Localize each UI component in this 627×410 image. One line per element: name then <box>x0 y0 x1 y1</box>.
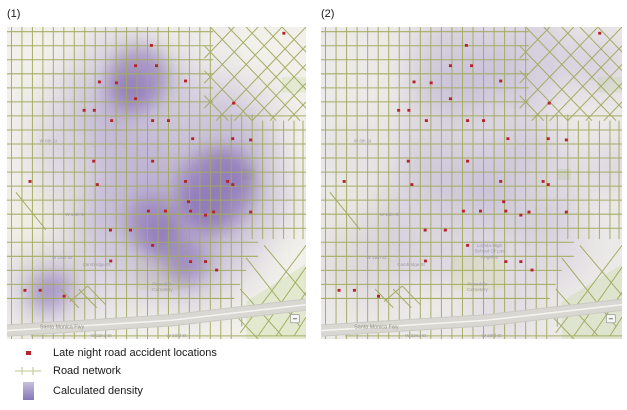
freeway <box>321 298 622 337</box>
map-canvas: Loyola High School Of Los Angeles Rosedale C… <box>7 27 306 339</box>
map-planar-kernel-density: Loyola High School Of Los Angeles Rosedale C… <box>7 27 306 339</box>
basemap-labels: Loyola High School Of Los Angeles Rosedale C… <box>354 139 505 338</box>
road-network-icon <box>12 366 44 376</box>
accident-points-layer <box>337 31 602 298</box>
svg-text:W 15th St: W 15th St <box>367 255 387 260</box>
svg-text:Cambridge St: Cambridge St <box>83 262 111 267</box>
freeway <box>7 298 306 337</box>
svg-text:Cambridge St: Cambridge St <box>397 262 425 267</box>
legend-label: Late night road accident locations <box>53 347 217 359</box>
legend: Late night road accident locations Road … <box>12 345 292 403</box>
map-control-icon <box>290 314 300 324</box>
accident-point-icon <box>12 351 44 355</box>
legend-item-density: Calculated density <box>12 381 292 401</box>
svg-text:W 14th St: W 14th St <box>65 212 85 217</box>
legend-item-road-network: Road network <box>12 363 292 379</box>
svg-text:W 8th St: W 8th St <box>354 139 372 144</box>
panel-1-label: (1) <box>7 8 21 20</box>
map-network-kernel-density: Loyola High School Of Los Angeles Rosedale C… <box>321 27 622 339</box>
svg-text:W 23rd St: W 23rd St <box>482 333 503 338</box>
legend-label: Calculated density <box>53 385 143 397</box>
legend-label: Road network <box>53 365 121 377</box>
density-gradient-icon <box>12 382 44 400</box>
panel-2-label: (2) <box>321 8 335 20</box>
svg-text:W 15th St: W 15th St <box>52 255 72 260</box>
map-control-icon <box>605 314 616 324</box>
svg-text:Santa Monica Fwy: Santa Monica Fwy <box>354 324 399 330</box>
svg-text:W 14th St: W 14th St <box>380 212 400 217</box>
svg-text:Santa Monica Fwy: Santa Monica Fwy <box>40 324 85 330</box>
svg-text:W 22nd St: W 22nd St <box>405 333 427 338</box>
accident-points-layer <box>23 31 286 298</box>
svg-text:W 23rd St: W 23rd St <box>167 333 188 338</box>
legend-item-accidents: Late night road accident locations <box>12 345 292 361</box>
road-network-layer <box>321 27 622 339</box>
basemap-labels: Loyola High School Of Los Angeles Rosedale C… <box>40 139 190 338</box>
svg-text:W 8th St: W 8th St <box>40 139 58 144</box>
svg-text:W 22nd St: W 22nd St <box>91 333 113 338</box>
map-canvas: Loyola High School Of Los Angeles Rosedale C… <box>321 27 622 339</box>
